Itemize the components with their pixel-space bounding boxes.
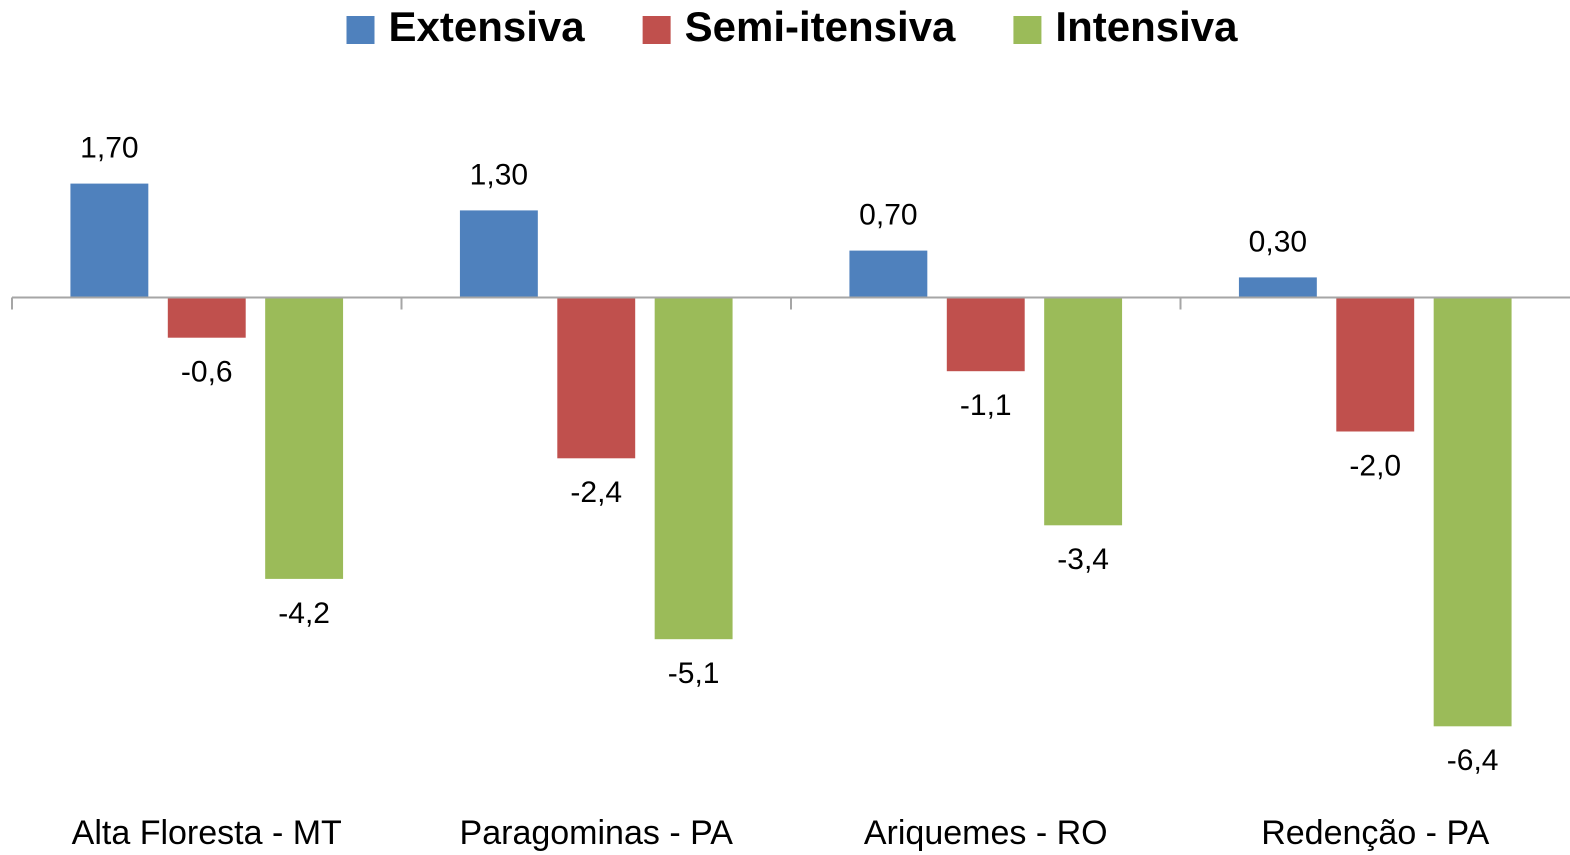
legend-label: Extensiva [389,3,586,50]
legend-swatch [1013,16,1042,44]
bar [459,210,538,298]
data-label: -2,0 [1349,449,1401,482]
data-label: 1,30 [470,158,528,191]
data-label: -4,2 [278,597,330,630]
bar [946,297,1025,372]
bar [1238,277,1317,298]
bar [70,183,149,298]
data-label: -2,4 [570,476,622,509]
bar [1044,297,1123,526]
data-label: 1,70 [80,132,138,165]
bar [1433,297,1512,727]
data-label: 0,30 [1249,225,1307,258]
x-tick-label: Redenção - PA [1261,814,1489,852]
x-tick-label: Ariquemes - RO [864,814,1108,852]
legend-swatch [346,16,375,44]
legend-swatch [642,16,671,44]
data-label: 0,70 [859,199,917,232]
x-tick-label: Alta Floresta - MT [72,814,342,852]
legend-label: Semi-itensiva [685,3,956,50]
bar [654,297,733,640]
data-label: -1,1 [960,389,1012,422]
bar [265,297,344,579]
bar [1336,297,1415,432]
bar [167,297,246,338]
legend-item: Extensiva [346,3,586,50]
legend-item: Semi-itensiva [642,3,956,50]
legend-label: Intensiva [1055,3,1238,50]
bar [849,250,928,298]
data-label: -3,4 [1057,543,1109,576]
bar [557,297,636,459]
data-label: -5,1 [668,657,720,690]
data-label: -0,6 [181,356,233,389]
x-tick-label: Paragominas - PA [460,814,734,852]
data-label: -6,4 [1447,744,1499,777]
legend-item: Intensiva [1013,3,1238,50]
